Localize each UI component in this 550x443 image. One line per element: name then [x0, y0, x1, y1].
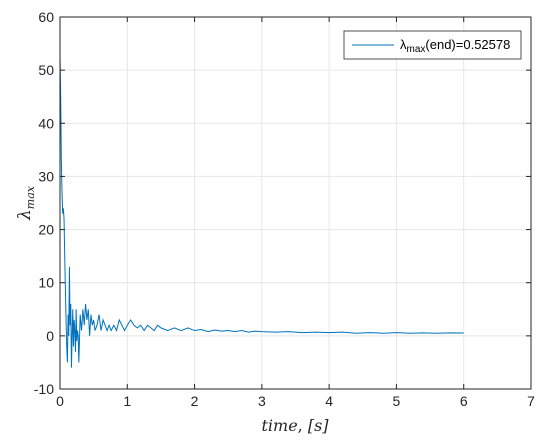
x-tick-label: 1	[123, 393, 131, 409]
plot-frame	[59, 16, 532, 390]
x-tick-labels: 0 1 2 3 4 5 6 7	[56, 393, 535, 409]
legend-label: λmax(end)=0.52578	[400, 37, 510, 55]
x-axis-title: time, [s]	[261, 416, 329, 435]
y-tick-label: 10	[38, 275, 54, 291]
x-tick-label: 4	[325, 393, 333, 409]
y-tick-label: 60	[38, 9, 54, 25]
x-tick-label: 5	[393, 393, 401, 409]
x-tick-label: 0	[56, 393, 64, 409]
y-tick-label: 50	[38, 62, 54, 78]
x-tick-label: 2	[191, 393, 199, 409]
y-tick-label: 0	[46, 328, 54, 344]
y-tick-labels: -10 0 10 20 30 40 50 60	[34, 9, 54, 397]
y-tick-label: 20	[38, 222, 54, 238]
y-axis-title: λmax	[15, 185, 37, 221]
x-tick-label: 3	[258, 393, 266, 409]
x-tick-label: 7	[527, 393, 535, 409]
legend: λmax(end)=0.52578	[343, 30, 522, 60]
series-line-lambda-max	[59, 54, 464, 368]
x-tick-label: 6	[460, 393, 468, 409]
axis-ticks	[59, 16, 532, 390]
y-tick-label: 40	[38, 115, 54, 131]
y-tick-label: -10	[34, 381, 54, 397]
y-tick-label: 30	[38, 168, 54, 184]
